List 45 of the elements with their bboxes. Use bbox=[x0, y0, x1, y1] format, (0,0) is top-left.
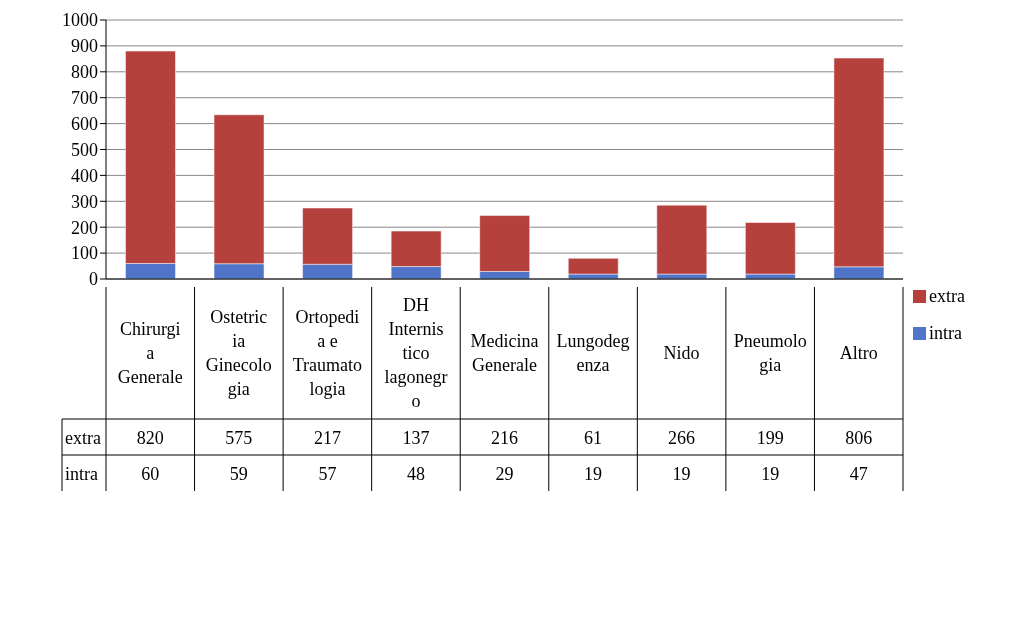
data-label: 59 bbox=[229, 464, 248, 484]
y-tick-label: 100 bbox=[71, 243, 98, 264]
text: extra bbox=[65, 428, 101, 448]
x-tick-label: DH Internistico lagonegro bbox=[384, 295, 448, 411]
bar bbox=[745, 222, 796, 275]
y-tick-label: 700 bbox=[71, 88, 98, 109]
data-label: 199 bbox=[756, 428, 784, 448]
text: intra bbox=[65, 464, 98, 484]
data-label: 19 bbox=[761, 464, 780, 484]
x-tick-label: Nido bbox=[663, 343, 700, 363]
y-tick-label: 600 bbox=[71, 113, 98, 134]
data-label: 266 bbox=[668, 428, 696, 448]
data-label: 57 bbox=[318, 464, 337, 484]
x-tick-label: Altro bbox=[839, 343, 878, 363]
x-tick-label: Medicina Generale bbox=[470, 331, 539, 375]
x-tick-label: Chirurgia Generale bbox=[117, 319, 183, 387]
data-label: 61 bbox=[584, 428, 603, 448]
data-label: 29 bbox=[495, 464, 514, 484]
legend-label: intra bbox=[929, 323, 962, 344]
y-tick-label: 0 bbox=[89, 269, 98, 290]
data-label: 19 bbox=[672, 464, 691, 484]
y-tick-label: 500 bbox=[71, 139, 98, 160]
y-tick-label: 900 bbox=[71, 36, 98, 57]
x-tick-label: Ortopedia e Traumatologia bbox=[292, 307, 363, 399]
data-label: 47 bbox=[849, 464, 868, 484]
bar bbox=[568, 258, 619, 275]
data-label: 48 bbox=[406, 464, 425, 484]
data-label: 60 bbox=[141, 464, 160, 484]
bar bbox=[656, 204, 708, 275]
data-label: 19 bbox=[584, 464, 603, 484]
y-tick-label: 200 bbox=[71, 217, 98, 238]
data-label: 217 bbox=[313, 428, 341, 448]
y-tick-label: 400 bbox=[71, 165, 98, 186]
x-tick-label: Lungodegenza bbox=[556, 331, 630, 375]
legend-label: extra bbox=[929, 286, 965, 307]
data-label: 820 bbox=[136, 428, 164, 448]
data-label: 575 bbox=[225, 428, 253, 448]
y-tick-label: 1000 bbox=[62, 10, 98, 31]
y-tick-label: 300 bbox=[71, 191, 98, 212]
data-label: 216 bbox=[491, 428, 518, 448]
data-label: 137 bbox=[402, 428, 430, 448]
y-tick-label: 800 bbox=[71, 62, 98, 83]
data-label: 806 bbox=[845, 428, 873, 448]
x-tick-label: Ostetricia Ginecologia bbox=[205, 307, 272, 399]
x-tick-label: Pneumologia bbox=[733, 331, 807, 375]
